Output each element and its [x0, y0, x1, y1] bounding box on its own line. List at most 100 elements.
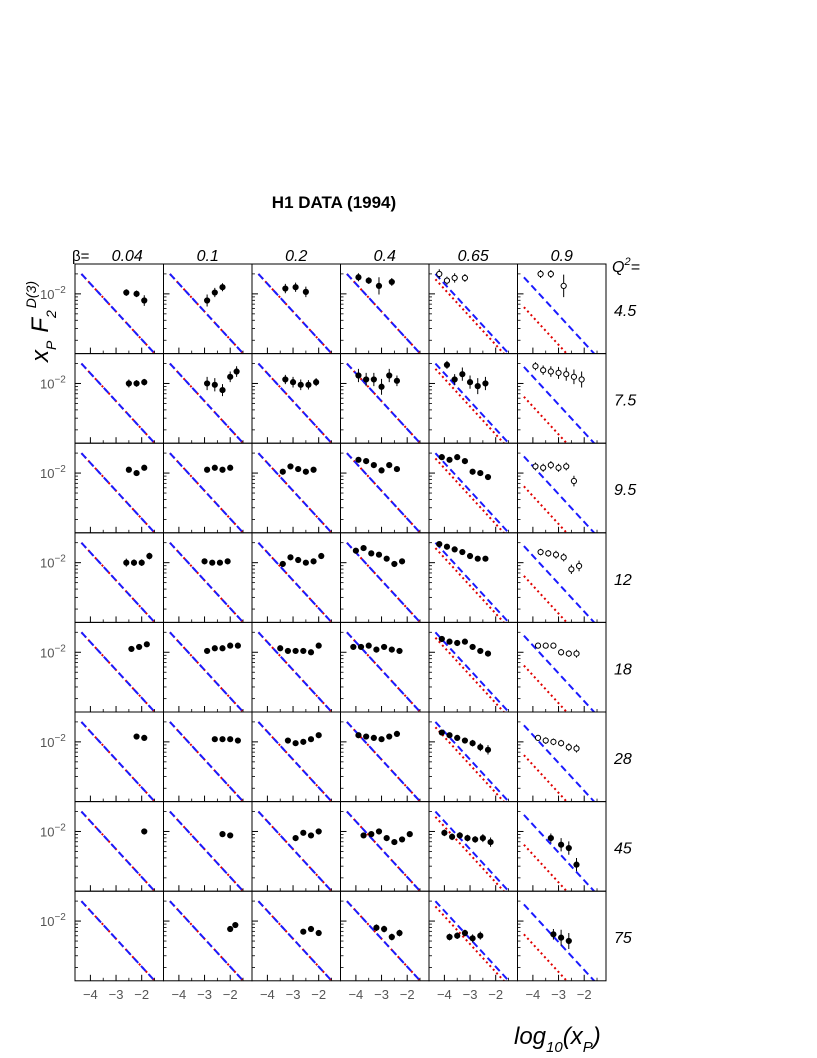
- data-point: [532, 463, 539, 470]
- fit-dashed-line: [346, 810, 422, 892]
- data-point: [373, 646, 380, 653]
- data-point: [133, 733, 140, 740]
- data-point: [451, 274, 458, 282]
- data-point: [391, 838, 398, 846]
- data-point: [454, 454, 461, 461]
- data-point: [300, 738, 307, 745]
- data-point: [305, 381, 312, 388]
- q2-label: 45: [614, 841, 632, 858]
- fit-dotted-line: [434, 457, 506, 533]
- panel: [251, 711, 341, 803]
- data-point: [456, 832, 463, 839]
- fit-dotted-line: [523, 844, 569, 892]
- data-point: [375, 828, 383, 835]
- panel-frame: [517, 621, 607, 713]
- panel: [428, 621, 518, 713]
- fit-dashed-line: [257, 542, 334, 623]
- data-point: [396, 929, 403, 937]
- data-point: [219, 466, 226, 473]
- data-point: [363, 376, 370, 383]
- panel-content: [80, 721, 157, 802]
- data-point: [211, 464, 218, 471]
- data-point: [310, 466, 317, 473]
- panel-content: [523, 545, 596, 623]
- data-point: [234, 642, 241, 649]
- data-point: [479, 835, 486, 842]
- data-point: [307, 736, 315, 743]
- data-point: [130, 559, 138, 566]
- data-point: [227, 832, 234, 839]
- ylabel-f-sup: D(3): [23, 281, 39, 308]
- data-point: [357, 643, 365, 651]
- data-point: [141, 379, 148, 386]
- data-point: [381, 643, 388, 651]
- data-point: [279, 468, 286, 475]
- panel: [340, 711, 430, 803]
- panel-frame: [340, 801, 430, 892]
- data-point: [477, 744, 484, 751]
- panel: [163, 801, 253, 892]
- data-point: [570, 373, 578, 380]
- data-point: [216, 559, 224, 566]
- data-point: [355, 456, 362, 463]
- data-point: [123, 559, 130, 566]
- data-point: [540, 367, 547, 374]
- data-point: [315, 642, 322, 649]
- panel-frame: [74, 532, 164, 623]
- data-point: [209, 559, 216, 566]
- panel: [517, 801, 607, 892]
- panel-content: [434, 721, 511, 802]
- data-point: [563, 371, 570, 378]
- data-point: [393, 730, 401, 738]
- data-point: [370, 462, 377, 469]
- panel: [340, 532, 430, 623]
- data-point: [555, 464, 562, 471]
- panel-content: [80, 900, 157, 981]
- ylabel-main: x: [27, 349, 54, 363]
- data-point: [211, 289, 218, 296]
- panel: [251, 353, 341, 444]
- data-point: [461, 458, 469, 465]
- panel: [251, 890, 341, 982]
- data-point: [310, 558, 317, 565]
- panel-content: [169, 362, 245, 444]
- panel-content: [169, 542, 245, 623]
- data-point: [388, 278, 395, 286]
- panel: [163, 442, 253, 534]
- data-point: [292, 647, 299, 655]
- fit-dashed-line: [169, 810, 245, 892]
- panel-frame: [251, 801, 341, 892]
- data-point: [398, 558, 406, 565]
- fit-dashed-line: [346, 900, 422, 981]
- data-point: [315, 732, 322, 739]
- panel-content: [257, 542, 334, 623]
- data-point: [297, 381, 304, 388]
- data-point: [466, 552, 474, 560]
- data-point: [565, 744, 572, 751]
- fit-dashed-line: [169, 273, 245, 354]
- x-tick-label: −2: [311, 987, 326, 1002]
- data-point: [219, 831, 226, 838]
- x-tick-label: −4: [348, 987, 363, 1002]
- panel-frame: [251, 532, 341, 623]
- x-tick-label: −2: [223, 987, 238, 1002]
- fit-dashed-line: [346, 631, 422, 713]
- fit-dotted-line: [523, 485, 569, 533]
- data-point: [373, 924, 380, 931]
- panel-content: [80, 542, 157, 623]
- data-point: [123, 289, 130, 296]
- x-tick-label: −3: [109, 987, 124, 1002]
- fit-dashed-line: [257, 452, 334, 533]
- data-point: [204, 466, 211, 473]
- data-point: [300, 829, 307, 836]
- fit-dashed-line: [80, 810, 157, 892]
- panel-frame: [74, 263, 164, 355]
- panel-content: [523, 269, 596, 354]
- fit-dashed-line: [257, 273, 334, 354]
- data-point: [282, 285, 289, 292]
- data-point: [484, 746, 492, 753]
- data-point: [484, 650, 492, 657]
- panel-frame: [517, 442, 607, 534]
- data-point: [133, 380, 140, 387]
- data-point: [534, 642, 542, 649]
